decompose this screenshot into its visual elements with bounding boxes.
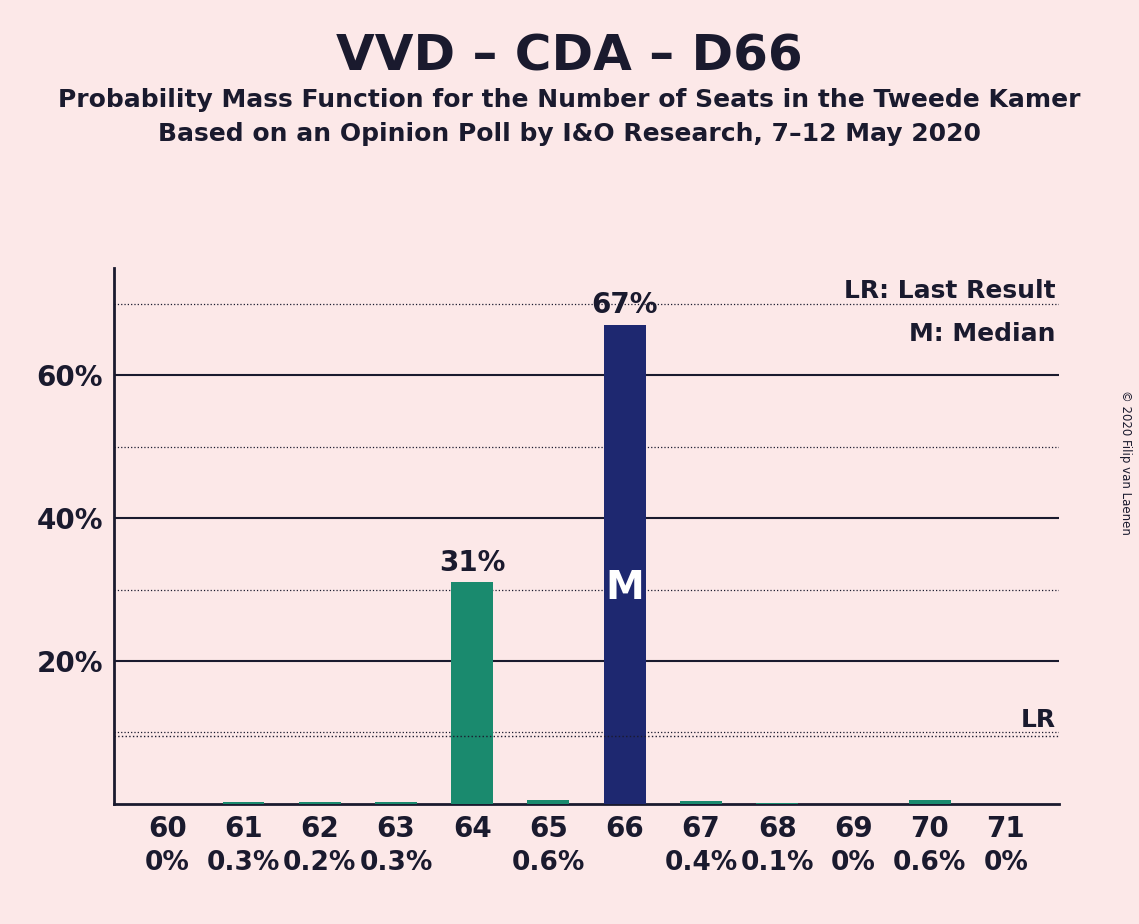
Text: LR: LR [1021, 709, 1056, 733]
Text: 0.3%: 0.3% [359, 850, 433, 876]
Text: 31%: 31% [439, 549, 506, 577]
Text: 0.6%: 0.6% [511, 850, 585, 876]
Bar [680, 801, 722, 804]
Text: 67%: 67% [591, 291, 658, 320]
Bar [222, 802, 264, 804]
Text: 0.4%: 0.4% [664, 850, 738, 876]
Bar [527, 799, 570, 804]
Bar [451, 582, 493, 804]
Bar [298, 802, 341, 804]
Bar [909, 799, 951, 804]
Text: M: M [605, 569, 644, 607]
Text: 0%: 0% [831, 850, 876, 876]
Text: Probability Mass Function for the Number of Seats in the Tweede Kamer: Probability Mass Function for the Number… [58, 88, 1081, 112]
Text: M: Median: M: Median [909, 322, 1056, 346]
Text: © 2020 Filip van Laenen: © 2020 Filip van Laenen [1118, 390, 1132, 534]
Text: LR: Last Result: LR: Last Result [844, 279, 1056, 303]
Bar [375, 802, 417, 804]
Bar [604, 325, 646, 804]
Text: 0.2%: 0.2% [284, 850, 357, 876]
Text: 0%: 0% [145, 850, 190, 876]
Text: Based on an Opinion Poll by I&O Research, 7–12 May 2020: Based on an Opinion Poll by I&O Research… [158, 122, 981, 146]
Text: 0.6%: 0.6% [893, 850, 966, 876]
Text: VVD – CDA – D66: VVD – CDA – D66 [336, 32, 803, 80]
Text: 0.1%: 0.1% [740, 850, 814, 876]
Text: 0%: 0% [983, 850, 1029, 876]
Text: 0.3%: 0.3% [207, 850, 280, 876]
